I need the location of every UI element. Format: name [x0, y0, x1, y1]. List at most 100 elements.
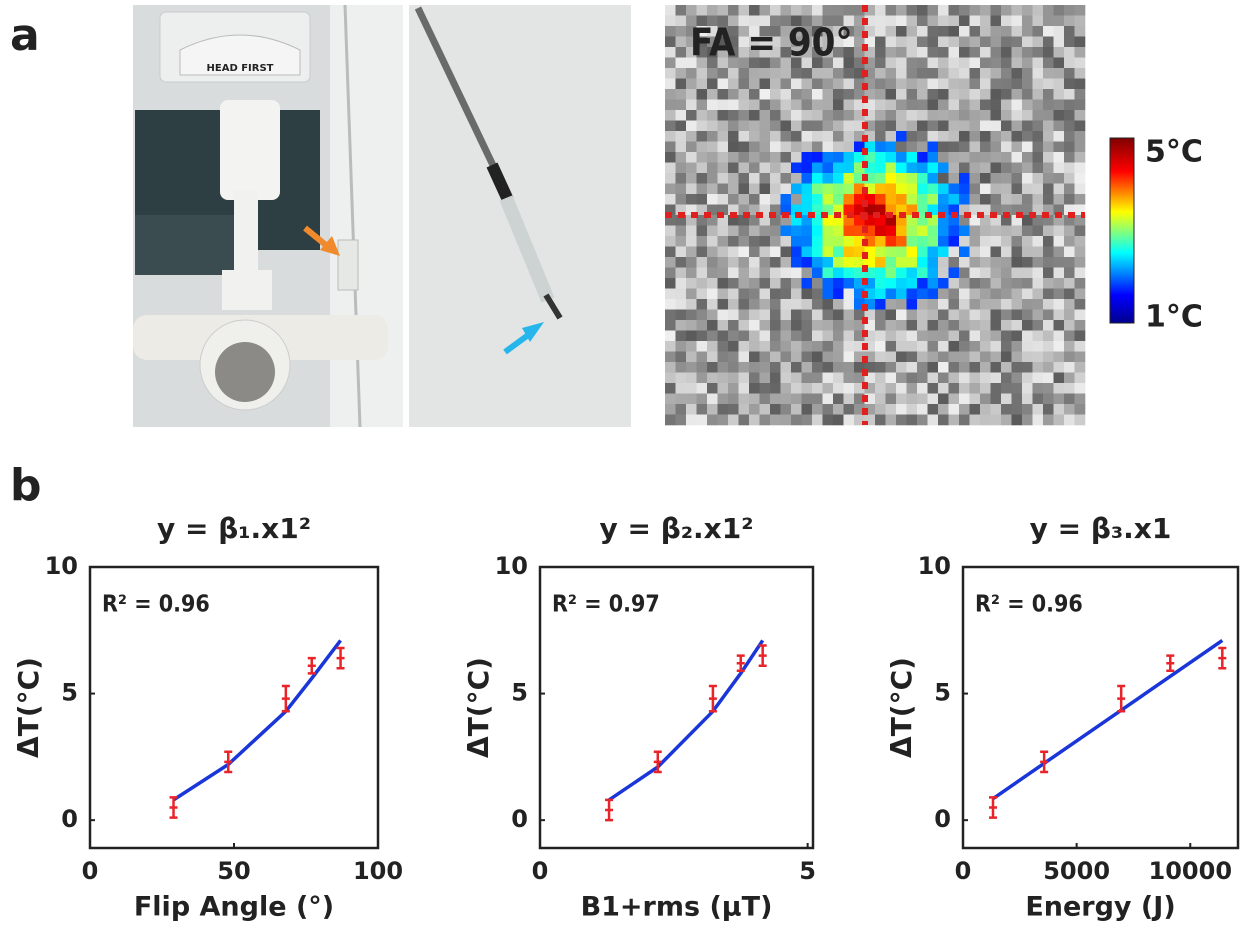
map-pixel: [759, 99, 771, 111]
map-pixel: [969, 36, 981, 48]
map-pixel: [980, 141, 991, 153]
map-pixel: [749, 99, 760, 111]
map-pixel: [770, 162, 781, 174]
map-pixel: [707, 68, 718, 79]
map-pixel: [917, 110, 928, 121]
map-pixel: [1001, 5, 1012, 16]
map-pixel: [696, 288, 708, 300]
map-pixel: [927, 215, 939, 226]
map-pixel: [822, 141, 834, 153]
map-pixel: [1043, 215, 1054, 226]
map-pixel: [969, 57, 981, 69]
map-pixel: [959, 236, 970, 247]
map-pixel: [948, 47, 960, 58]
map-pixel: [822, 288, 834, 300]
map-pixel: [864, 110, 876, 121]
map-pixel: [1053, 162, 1065, 174]
map-pixel: [906, 99, 918, 111]
map-pixel: [770, 99, 781, 111]
map-pixel: [833, 341, 844, 352]
map-pixel: [896, 288, 907, 300]
map-pixel: [980, 257, 991, 268]
map-pixel: [833, 372, 844, 384]
map-pixel: [707, 393, 718, 405]
map-pixel: [864, 351, 876, 363]
map-pixel: [980, 89, 991, 100]
map-pixel: [707, 57, 718, 69]
map-pixel: [686, 362, 697, 373]
map-pixel: [990, 152, 1002, 163]
map-pixel: [717, 299, 729, 310]
map-pixel: [969, 288, 981, 300]
map-pixel: [990, 15, 1002, 27]
map-pixel: [927, 110, 939, 121]
map-pixel: [707, 141, 718, 153]
map-pixel: [770, 78, 781, 90]
map-pixel: [938, 57, 949, 69]
map-pixel: [1011, 36, 1023, 48]
map-pixel: [833, 68, 844, 79]
map-pixel: [675, 236, 687, 247]
map-pixel: [738, 47, 750, 58]
map-pixel: [938, 330, 949, 342]
map-pixel: [990, 141, 1002, 153]
map-pixel: [759, 236, 771, 247]
map-pixel: [822, 47, 834, 58]
map-pixel: [1011, 267, 1023, 279]
map-pixel: [665, 15, 676, 27]
map-pixel: [686, 236, 697, 247]
map-pixel: [1043, 404, 1054, 415]
map-pixel: [896, 47, 907, 58]
map-pixel: [906, 299, 918, 310]
map-pixel: [1064, 194, 1075, 205]
map-pixel: [1053, 183, 1065, 195]
map-pixel: [1043, 257, 1054, 268]
map-pixel: [843, 299, 855, 310]
map-pixel: [906, 414, 918, 426]
map-pixel: [707, 362, 718, 373]
map-pixel: [707, 5, 718, 16]
map-pixel: [896, 131, 907, 142]
map-pixel: [938, 120, 949, 132]
map-pixel: [959, 383, 970, 394]
map-pixel: [927, 362, 939, 373]
map-pixel: [948, 215, 960, 226]
map-pixel: [801, 236, 813, 247]
map-pixel: [707, 320, 718, 331]
map-pixel: [896, 320, 907, 331]
map-pixel: [1053, 57, 1065, 69]
heatmap-title: FA = 90°: [690, 21, 853, 65]
map-pixel: [917, 173, 928, 184]
map-pixel: [1074, 267, 1086, 279]
map-pixel: [938, 404, 949, 415]
map-pixel: [801, 414, 813, 426]
map-pixel: [770, 320, 781, 331]
map-pixel: [749, 236, 760, 247]
map-pixel: [1053, 383, 1065, 394]
map-pixel: [948, 110, 960, 121]
map-pixel: [1064, 110, 1075, 121]
map-pixel: [686, 288, 697, 300]
map-pixel: [948, 278, 960, 289]
map-pixel: [864, 141, 876, 153]
map-pixel: [801, 89, 813, 100]
map-pixel: [1064, 393, 1075, 405]
map-pixel: [717, 183, 729, 195]
map-pixel: [1022, 225, 1033, 237]
map-pixel: [696, 215, 708, 226]
map-pixel: [696, 383, 708, 394]
map-pixel: [812, 36, 823, 48]
map-pixel: [1043, 183, 1054, 195]
error-bar: [605, 798, 614, 822]
chart-title: y = β₂.x1²: [600, 512, 754, 545]
map-pixel: [1011, 89, 1023, 100]
map-pixel: [896, 26, 907, 37]
map-pixel: [980, 330, 991, 342]
map-pixel: [1074, 204, 1086, 216]
map-pixel: [686, 225, 697, 237]
map-pixel: [864, 183, 876, 195]
map-pixel: [1064, 372, 1075, 384]
map-pixel: [875, 341, 886, 352]
map-pixel: [885, 131, 897, 142]
map-pixel: [885, 57, 897, 69]
